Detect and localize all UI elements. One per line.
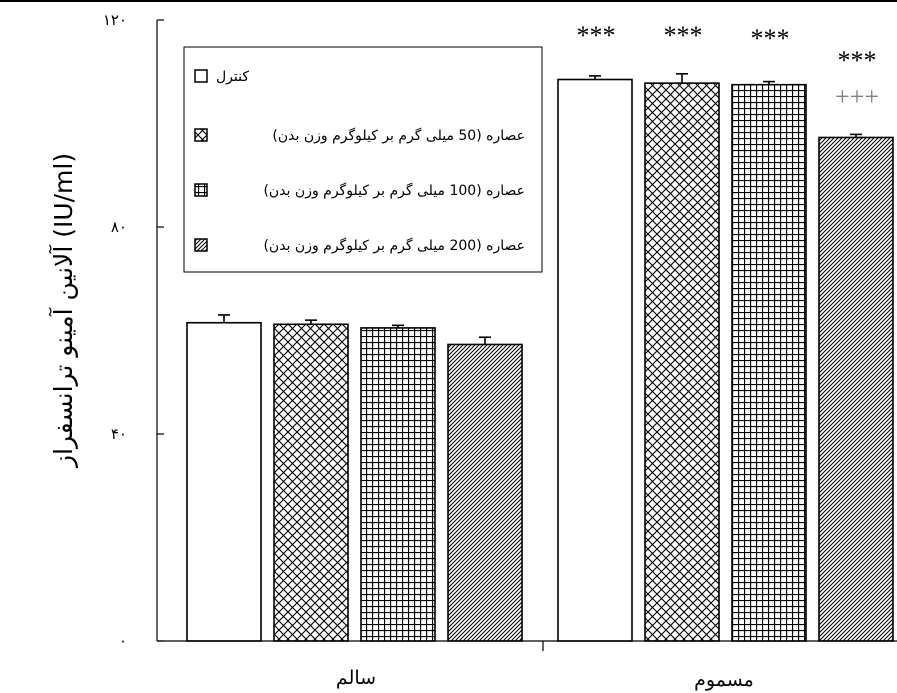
bar-1-2	[731, 83, 807, 642]
category-label-poisoned: مسموم	[694, 669, 754, 691]
bar-0-3	[447, 343, 523, 642]
legend-swatch-extract-200	[194, 238, 208, 252]
legend: کنترل عصاره (50 میلی گرم بر کیلوگرم وزن …	[183, 46, 543, 273]
legend-item-extract-50: عصاره (50 میلی گرم بر کیلوگرم وزن بدن)	[194, 127, 525, 144]
y-tick-label-0: ٠	[119, 632, 127, 650]
legend-label-extract-200: عصاره (200 میلی گرم بر کیلوگرم وزن بدن)	[263, 237, 525, 254]
bar-0-0	[186, 321, 262, 642]
legend-label-extract-100: عصاره (100 میلی گرم بر کیلوگرم وزن بدن)	[263, 182, 525, 199]
significance-stars-1: ***	[664, 21, 703, 50]
bar-1-3	[818, 136, 894, 642]
bar-1-0	[557, 78, 633, 642]
legend-item-extract-200: عصاره (200 میلی گرم بر کیلوگرم وزن بدن)	[194, 237, 525, 254]
y-axis-label: آلانین آمینو ترانسفراز (IU/ml)	[48, 153, 78, 469]
significance-stars-3: ***	[838, 46, 877, 75]
bar-1-1	[644, 82, 720, 642]
legend-box	[183, 46, 543, 273]
significance-stars-2: ***	[751, 24, 790, 53]
y-tick-label-3: ۱۲٠	[103, 11, 127, 29]
legend-swatch-extract-50	[194, 128, 208, 142]
legend-item-control: کنترل	[194, 69, 249, 85]
legend-swatch-extract-100	[194, 183, 208, 197]
legend-label-extract-50: عصاره (50 میلی گرم بر کیلوگرم وزن بدن)	[272, 127, 525, 144]
bar-0-1	[273, 323, 349, 642]
y-tick-label-2: ٨٠	[111, 218, 127, 236]
legend-item-extract-100: عصاره (100 میلی گرم بر کیلوگرم وزن بدن)	[194, 182, 525, 199]
category-label-healthy: سالم	[336, 667, 376, 689]
legend-label-control: کنترل	[216, 69, 249, 85]
bar-0-2	[360, 327, 436, 642]
y-tick-label-1: ۴٠	[111, 425, 127, 443]
significance-plus-3: +++	[835, 82, 879, 111]
significance-stars-0: ***	[577, 21, 616, 50]
legend-swatch-control	[194, 69, 208, 83]
